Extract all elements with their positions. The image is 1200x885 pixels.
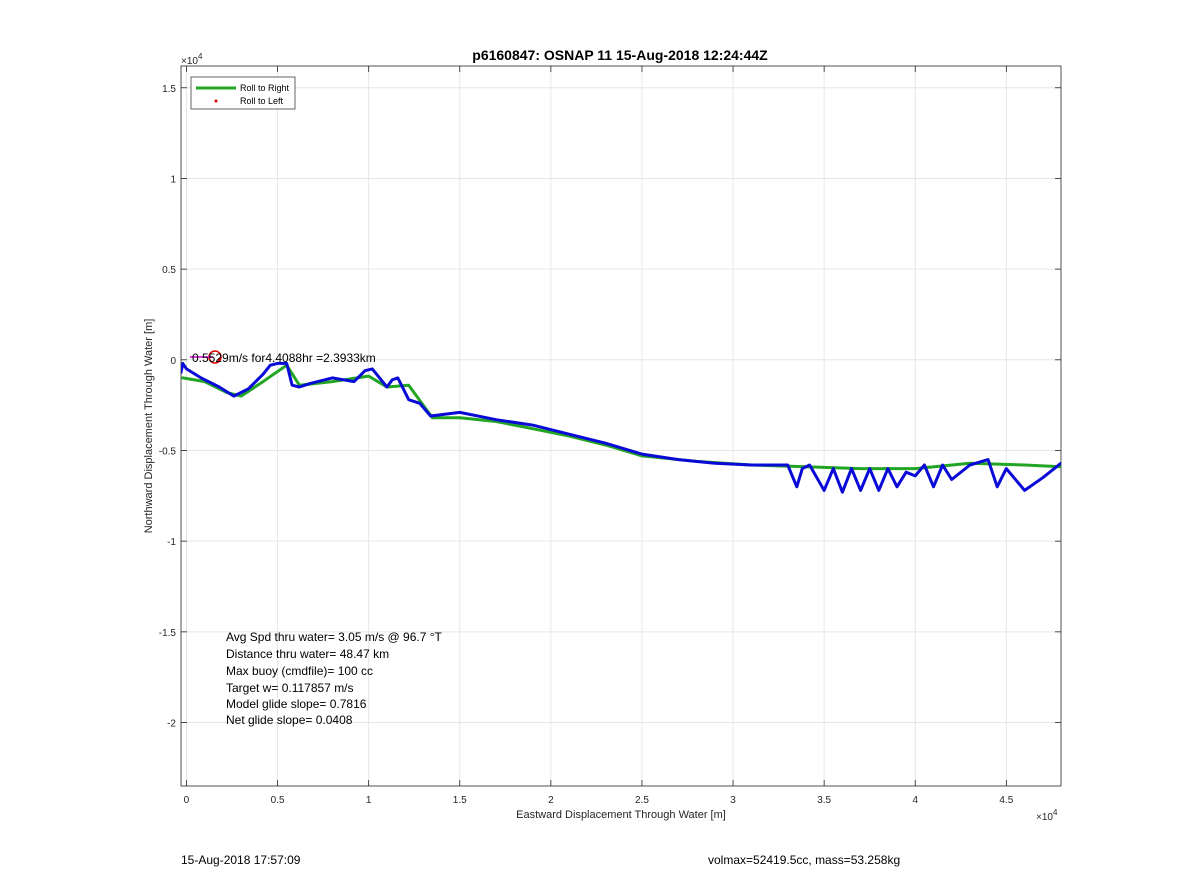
- stat-distance: Distance thru water= 48.47 km: [226, 647, 389, 661]
- y-tick-label: -0.5: [159, 446, 177, 457]
- stats-block: Avg Spd thru water= 3.05 m/s @ 96.7 °T D…: [226, 630, 443, 727]
- y-exponent-power: 4: [198, 52, 203, 61]
- x-tick-label: 4: [912, 795, 918, 806]
- y-tick-label: 1: [170, 174, 176, 185]
- x-tick-label: 2: [548, 795, 554, 806]
- y-tick-label: 0: [170, 356, 176, 367]
- series-line-roll-right: [181, 363, 1061, 471]
- series-line-track: [181, 361, 1061, 494]
- current-annotation: 0.5529m/s for4.4088hr =2.3933km: [192, 351, 376, 365]
- stat-model-glide-slope: Model glide slope= 0.7816: [226, 697, 367, 711]
- legend-label-roll-right: Roll to Right: [240, 83, 290, 93]
- x-tick-label: 4.5: [999, 795, 1013, 806]
- y-tick-label: -2: [167, 719, 176, 730]
- x-tick-label: 0.5: [271, 795, 285, 806]
- grid: [181, 66, 1061, 786]
- y-tick-label: -1.5: [159, 628, 177, 639]
- legend-swatch-roll-left: [214, 99, 218, 103]
- legend-box: [190, 76, 296, 110]
- y-axis-label: Northward Displacement Through Water [m]: [143, 319, 155, 534]
- y-axis-exponent: ×10 4: [181, 52, 203, 67]
- y-tick-label: 0.5: [162, 265, 176, 276]
- x-axis-ticks: 0 0.5 1 1.5 2 2.5 3 3.5 4 4.5: [184, 66, 1014, 806]
- y-exponent-base: ×10: [181, 56, 198, 67]
- y-axis-ticks: 1.5 1 0.5 0 -0.5 -1 -1.5 -2: [159, 84, 1061, 730]
- x-axis-label: Eastward Displacement Through Water [m]: [516, 809, 726, 821]
- series-layer: [181, 358, 1061, 494]
- x-tick-label: 0: [184, 795, 190, 806]
- x-tick-label: 1: [366, 795, 372, 806]
- stat-target-w: Target w= 0.117857 m/s: [226, 681, 354, 695]
- stat-net-glide-slope: Net glide slope= 0.0408: [226, 713, 353, 727]
- x-exponent-power: 4: [1053, 808, 1058, 817]
- x-tick-label: 3: [730, 795, 736, 806]
- start-marker: [190, 350, 222, 364]
- legend: Roll to Right Roll to Left: [190, 76, 296, 110]
- stat-max-buoy: Max buoy (cmdfile)= 100 cc: [226, 664, 373, 678]
- footer-volmax-mass: volmax=52419.5cc, mass=53.258kg: [708, 853, 901, 867]
- y-tick-label: 1.5: [162, 84, 176, 95]
- x-axis-exponent: ×10 4: [1036, 808, 1058, 823]
- y-tick-label: -1: [167, 537, 176, 548]
- stat-avg-speed: Avg Spd thru water= 3.05 m/s @ 96.7 °T: [226, 630, 443, 644]
- x-tick-label: 1.5: [453, 795, 467, 806]
- footer-timestamp: 15-Aug-2018 17:57:09: [181, 853, 301, 867]
- x-exponent-base: ×10: [1036, 812, 1053, 823]
- chart-title: p6160847: OSNAP 11 15-Aug-2018 12:24:44Z: [472, 47, 768, 63]
- legend-label-roll-left: Roll to Left: [240, 96, 284, 106]
- x-tick-label: 3.5: [817, 795, 831, 806]
- x-tick-label: 2.5: [635, 795, 649, 806]
- plot-area: [180, 65, 1062, 787]
